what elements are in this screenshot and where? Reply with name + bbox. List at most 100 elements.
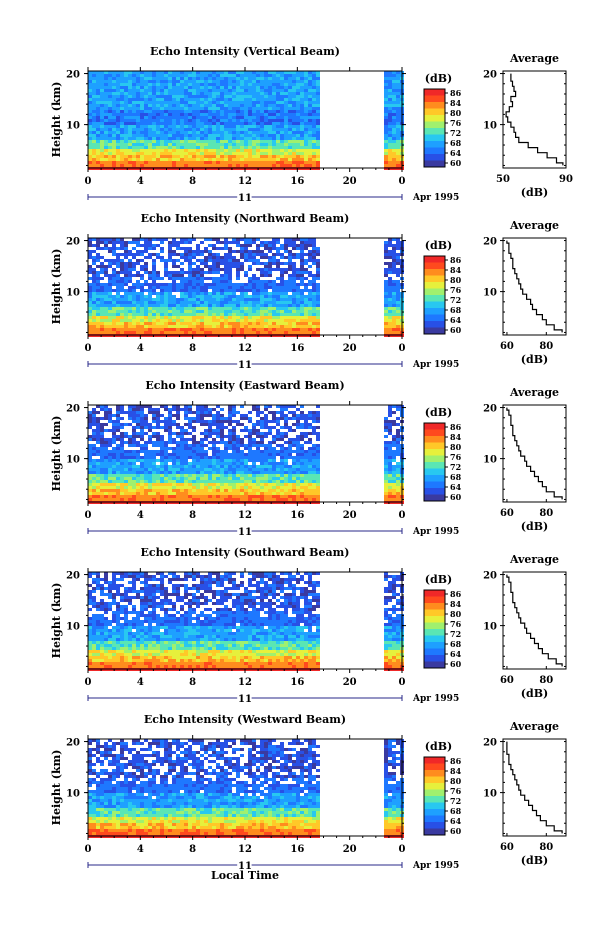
- x-tick-label: 16: [290, 343, 304, 354]
- heatmap-cell: [192, 280, 196, 283]
- heatmap-cell: [180, 277, 184, 280]
- heatmap-cell: [188, 456, 192, 459]
- heatmap-cell: [184, 101, 188, 104]
- heatmap-cell: [224, 319, 228, 322]
- heatmap-cell: [148, 128, 152, 131]
- heatmap-cell: [92, 122, 96, 125]
- heatmap-cell: [200, 262, 204, 265]
- heatmap-cell: [192, 286, 196, 289]
- heatmap-cell: [112, 155, 116, 158]
- heatmap-cell: [264, 292, 268, 295]
- heatmap-cell: [392, 74, 396, 77]
- heatmap-cell: [128, 122, 132, 125]
- heatmap-cell: [216, 74, 220, 77]
- heatmap-cell: [132, 253, 136, 256]
- heatmap-cell: [176, 244, 180, 247]
- heatmap-cell: [100, 453, 104, 456]
- heatmap-cell: [312, 259, 316, 262]
- heatmap-cell: [272, 152, 276, 155]
- heatmap-cell: [144, 474, 148, 477]
- heatmap-cell: [312, 331, 316, 334]
- heatmap-cell: [152, 146, 156, 149]
- heatmap-cell: [104, 474, 108, 477]
- heatmap-cell: [220, 137, 224, 140]
- heatmap-cell: [124, 83, 128, 86]
- heatmap-cell: [140, 292, 144, 295]
- heatmap-cell: [224, 98, 228, 101]
- heatmap-cell: [220, 101, 224, 104]
- heatmap-cell: [220, 256, 224, 259]
- heatmap-cell: [196, 134, 200, 137]
- heatmap-cell: [160, 131, 164, 134]
- heatmap-cell: [152, 265, 156, 268]
- heatmap-cell: [296, 107, 300, 110]
- heatmap-cell: [140, 104, 144, 107]
- heatmap-cell: [212, 152, 216, 155]
- heatmap-cell: [140, 405, 144, 408]
- heatmap-cell: [248, 116, 252, 119]
- heatmap-cell: [228, 316, 232, 319]
- heatmap-cell: [276, 164, 280, 167]
- heatmap-cell: [92, 453, 96, 456]
- heatmap-cell: [128, 101, 132, 104]
- heatmap-cell: [184, 143, 188, 146]
- heatmap-cell: [304, 277, 308, 280]
- heatmap-cell: [152, 95, 156, 98]
- heatmap-cell: [216, 98, 220, 101]
- heatmap-cell: [296, 104, 300, 107]
- heatmap-cell: [144, 483, 148, 486]
- heatmap-cell: [196, 289, 200, 292]
- heatmap-cell: [268, 256, 272, 259]
- heatmap-cell: [128, 262, 132, 265]
- heatmap-cell: [128, 441, 132, 444]
- heatmap-cell: [216, 268, 220, 271]
- heatmap-cell: [108, 328, 112, 331]
- heatmap-cell: [184, 432, 188, 435]
- heatmap-cell: [276, 104, 280, 107]
- heatmap-cell: [212, 140, 216, 143]
- heatmap-cell: [268, 86, 272, 89]
- heatmap-cell: [388, 74, 392, 77]
- heatmap-cell: [264, 74, 268, 77]
- heatmap-cell: [212, 331, 216, 334]
- heatmap-cell: [192, 268, 196, 271]
- heatmap-cell: [160, 155, 164, 158]
- heatmap-cell: [388, 98, 392, 101]
- heatmap-cell: [192, 92, 196, 95]
- heatmap-cell: [268, 119, 272, 122]
- heatmap-cell: [160, 158, 164, 161]
- heatmap-cell: [312, 80, 316, 83]
- heatmap-cell: [192, 158, 196, 161]
- heatmap-cell: [200, 456, 204, 459]
- heatmap-cell: [284, 107, 288, 110]
- heatmap-cell: [220, 262, 224, 265]
- heatmap-cell: [248, 280, 252, 283]
- heatmap-cell: [96, 247, 100, 250]
- heatmap-cell: [96, 256, 100, 259]
- heatmap-cell: [124, 280, 128, 283]
- heatmap-cell: [148, 92, 152, 95]
- heatmap-cell: [212, 116, 216, 119]
- heatmap-cell: [196, 283, 200, 286]
- heatmap-cell: [256, 74, 260, 77]
- heatmap-cell: [244, 77, 248, 80]
- heatmap-cell: [160, 298, 164, 301]
- heatmap-cell: [300, 149, 304, 152]
- heatmap-cell: [308, 316, 312, 319]
- heatmap-cell: [256, 250, 260, 253]
- heatmap-cell: [112, 134, 116, 137]
- heatmap-cell: [112, 122, 116, 125]
- heatmap-cell: [184, 298, 188, 301]
- heatmap-cell: [152, 298, 156, 301]
- heatmap-cell: [112, 92, 116, 95]
- heatmap-cell: [92, 280, 96, 283]
- heatmap-cell: [224, 119, 228, 122]
- heatmap-cell: [152, 289, 156, 292]
- heatmap-cell: [260, 86, 264, 89]
- heatmap-cell: [92, 438, 96, 441]
- heatmap-cell: [164, 155, 168, 158]
- heatmap-cell: [228, 74, 232, 77]
- heatmap-cell: [128, 456, 132, 459]
- heatmap-cell: [136, 89, 140, 92]
- heatmap-cell: [100, 328, 104, 331]
